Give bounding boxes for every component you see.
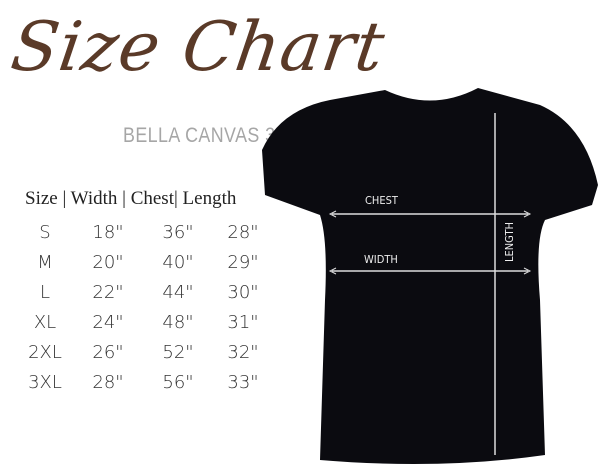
cell-size: S [39, 222, 51, 243]
cell-length: 29" [227, 252, 259, 273]
length-label: LENGTH [503, 222, 516, 262]
tshirt-shape [262, 88, 598, 464]
cell-chest: 40" [162, 252, 194, 273]
cell-size: 3XL [28, 372, 62, 393]
cell-length: 32" [227, 342, 259, 363]
cell-width: 24" [92, 312, 124, 333]
cell-size: XL [33, 312, 57, 333]
cell-length: 31" [227, 312, 259, 333]
width-arrowheads [328, 267, 532, 275]
cell-length: 28" [227, 222, 259, 243]
cell-chest: 36" [162, 222, 194, 243]
table-row: 3XL 28" 56" 33" [0, 372, 290, 402]
table-row: 2XL 26" 52" 32" [0, 342, 290, 372]
cell-chest: 52" [162, 342, 194, 363]
cell-length: 33" [227, 372, 259, 393]
table-row: M 20" 40" 29" [0, 252, 290, 282]
cell-width: 26" [92, 342, 124, 363]
cell-width: 28" [92, 372, 124, 393]
cell-chest: 48" [162, 312, 194, 333]
chest-arrowheads [328, 210, 532, 218]
cell-width: 22" [92, 282, 124, 303]
cell-size: 2XL [28, 342, 62, 363]
chest-label: CHEST [365, 194, 399, 207]
table-row: XL 24" 48" 31" [0, 312, 290, 342]
cell-length: 30" [227, 282, 259, 303]
table-header: Size | Width | Chest| Length [25, 188, 237, 209]
cell-chest: 56" [162, 372, 194, 393]
cell-chest: 44" [162, 282, 194, 303]
cell-width: 18" [92, 222, 124, 243]
cell-size: L [39, 282, 51, 303]
cell-width: 20" [92, 252, 124, 273]
width-label: WIDTH [364, 253, 398, 266]
table-row: L 22" 44" 30" [0, 282, 290, 312]
cell-size: M [37, 252, 53, 273]
subtitle: BELLA CANVAS 3001 [123, 124, 307, 147]
table-row: S 18" 36" 28" [0, 222, 290, 252]
